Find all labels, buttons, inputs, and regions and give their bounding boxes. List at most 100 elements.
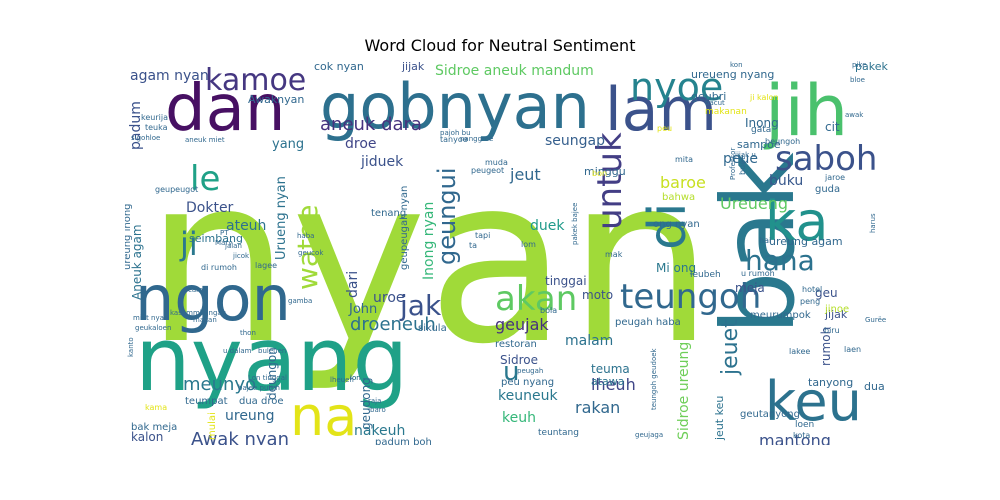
word-bola-129: bola [540, 306, 557, 315]
word-di-rumoh-128: di rumoh [201, 263, 237, 272]
word-peu-nyang-95: peu nyang [501, 377, 554, 388]
word-ji-kalon-177: ji kalon [749, 93, 779, 102]
word-lakee-110: lakee [789, 347, 810, 356]
word-cit-75: cit [825, 120, 840, 134]
word-moto-67: moto [582, 288, 613, 302]
word-biru-109: biru [824, 326, 840, 335]
word-seungap-30: seungap [545, 133, 605, 149]
word-geujaga-176: geujaga [635, 431, 663, 439]
word-akan-18: akan [495, 279, 577, 319]
word-miet-nyan-163: miet nyan [133, 314, 168, 322]
word-geu-65: geu [815, 286, 838, 300]
word-bahwa-115: bahwa [662, 192, 695, 203]
word-pakek-77: pakek [855, 60, 888, 73]
word-geupeugot-180: geupeugot [155, 185, 198, 194]
word-geukaloen-162: geukaloen [135, 324, 171, 332]
word-sidroe-ureung-57: Sidroe ureung [676, 342, 692, 440]
word-teungoh-17: teungoh [620, 277, 761, 317]
word-atawa-71: atawa [591, 375, 625, 388]
word-baro-173: baro [370, 406, 386, 414]
word-teuma-70: teuma [591, 362, 630, 376]
word-lheuh-51: lheuh [591, 375, 636, 394]
word-kon-138: kon [730, 61, 743, 69]
word-bajee-puteh-170: bajee puteh [238, 384, 280, 392]
word-meurumpok-97: meurumpok [750, 310, 811, 321]
word-peue-35: peue [723, 151, 758, 167]
word-jeuet-25: jeuet [718, 319, 743, 376]
word-sikula-103: sikula [418, 323, 447, 334]
word-geupeugah-nyan-93: geupeugah nyan [399, 186, 410, 270]
word-lon-179: lon [350, 374, 361, 382]
word-duek-40: duek [530, 218, 565, 234]
word-kamoe-15: kamoe [205, 63, 306, 98]
word-gur-e-175: Gurëe [865, 316, 886, 324]
word-deungon-73: deungon [265, 347, 279, 400]
word-ureueng-37: Ureueng [720, 194, 788, 213]
word-teuntang-104: teuntang [538, 428, 579, 438]
word-cloud: nyan lon bak nyang jih gobnyan dan lam ngon keu ka… [125, 60, 895, 445]
word-kasemmbangan-164: kasemmbangan [170, 309, 226, 317]
word-dua-droe-100: dua droe [239, 396, 284, 407]
word-cok-nyan-84: cok nyan [314, 60, 364, 73]
word-meunyo-48: meunyo [183, 374, 256, 395]
word-kama-118: kama [145, 403, 167, 412]
word-u-26: u [503, 357, 519, 387]
word-ureung-agam-87: ureung agam [769, 235, 843, 248]
word-dua-82: dua [864, 380, 885, 393]
word-harus-151: harus [869, 213, 877, 233]
word-jiduek-32: jiduek [360, 154, 404, 170]
word-mi-ong-68: Mi ong [656, 261, 696, 275]
word-hai-135: hai [759, 236, 771, 245]
word-buleuen-166: buleuen [258, 347, 286, 355]
word-gata-120: gata [751, 125, 771, 135]
word-jicok-159: jicok [232, 252, 250, 260]
word-tenang-96: tenang [371, 208, 406, 219]
word-guda-113: guda [815, 184, 840, 195]
word-rumoh-72: rumoh [819, 327, 833, 366]
word-aneuk-agam-60: Aneuk agam [130, 224, 144, 300]
word-nakeuh-54: nakeuh [354, 423, 405, 439]
word-hotel-107: hotel [802, 285, 822, 294]
word-inong-nyan-41: Inong nyan [421, 202, 437, 280]
word-baroe-34: baroe [660, 173, 706, 192]
word-pt-157: PT [220, 229, 229, 237]
word-ateuh-38: ateuh [226, 218, 266, 234]
word-mulai-117: mulai [207, 412, 218, 440]
word-buku-36: buku [769, 173, 803, 189]
word-sigohloe-143: sigohloe [131, 134, 160, 142]
word-cara-153: cara [188, 286, 203, 294]
word-kalon-83: kalon [131, 430, 163, 444]
word-makanan-116: makanan [705, 107, 747, 117]
word-jeut-33: jeut [509, 165, 541, 184]
word-peugah-160: peugah [517, 367, 543, 375]
word-raja-172: raja [368, 397, 381, 405]
word-geungui-24: geungui [433, 167, 461, 265]
word-tapi-132: tapi [475, 231, 490, 240]
word-loen-105: loen [795, 420, 814, 430]
word-peu-141: peu [657, 124, 672, 133]
word-nyang-3: nyang [135, 308, 408, 411]
word-ji-20: ji [179, 225, 198, 263]
word-lheueh-167: lheueh [330, 376, 354, 384]
word-rakan-52: rakan [575, 398, 620, 417]
word-restoran-94: restoran [495, 339, 537, 350]
word-yang-62: yang [272, 137, 304, 152]
word-hana-23: hana [745, 244, 815, 277]
word-haba-161: haba [297, 232, 314, 240]
word-inong-76: Inong [745, 116, 779, 130]
word-sidroe-69: Sidroe [500, 353, 538, 367]
word-urueng-nyan-61: Urueng nyan [274, 176, 289, 260]
word-lon-1: lon [350, 374, 361, 382]
word-teungoh-geudoek-174: teungoh geudoek [650, 347, 658, 410]
word-leubeh-123: leubeh [690, 270, 721, 280]
word-bacut-144: bacut [705, 99, 725, 107]
word-lam-7: lam [605, 75, 717, 145]
word-awaknyan-86: Awaknyan [248, 93, 304, 106]
word-jinoe-112: jinoe [824, 304, 849, 315]
word-awak-nyan-49: Awak nyan [191, 429, 289, 445]
word-ureung-inong-92: ureung inong [125, 203, 133, 270]
word-geucok-155: geucok [298, 249, 324, 257]
word-jijak-u-145: jijak u [734, 151, 756, 159]
word-u-rumoh-124: u rumoh [741, 269, 775, 278]
